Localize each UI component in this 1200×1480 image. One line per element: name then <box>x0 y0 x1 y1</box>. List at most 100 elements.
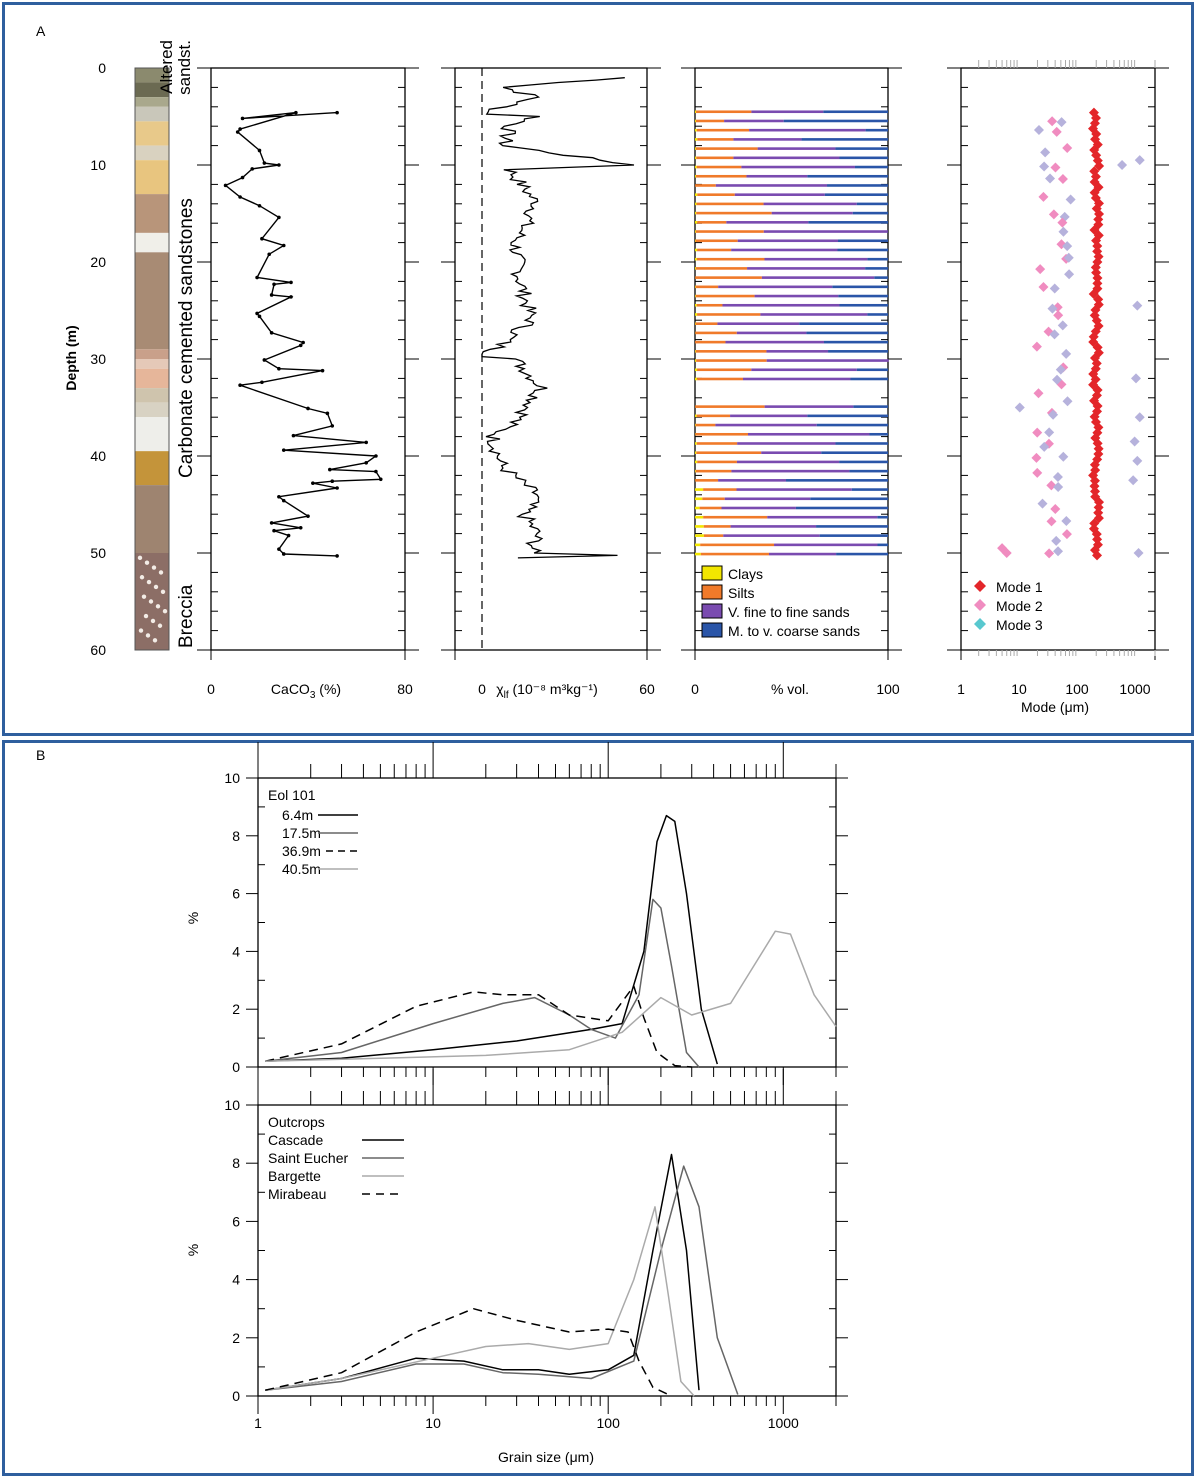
legend-swatch-vfine <box>701 603 723 619</box>
caco3-point <box>262 161 267 165</box>
mode2-point <box>1061 516 1072 527</box>
mode2-point <box>1051 535 1062 546</box>
mode1-point <box>1092 240 1103 251</box>
caco3-xlabel-main: CaCO <box>271 681 310 697</box>
psd-bar-seg-1 <box>696 303 723 307</box>
mode2-point <box>1046 480 1057 491</box>
caco3-point <box>255 311 259 316</box>
litho-band-3 <box>135 106 169 122</box>
eol-ylabel: % <box>185 912 201 924</box>
depth-tick-labels: 0 10 20 30 40 50 60 <box>90 60 106 658</box>
litho-band-5 <box>135 145 169 161</box>
psd-xtick-100: 100 <box>876 681 900 697</box>
mode1-point <box>1091 529 1102 540</box>
psd-bar-seg-2 <box>733 156 840 160</box>
psd-bar-seg-3 <box>856 202 888 206</box>
psd-bars <box>695 110 889 556</box>
caco3-point <box>281 448 286 452</box>
psd-bar-seg-3 <box>852 211 888 215</box>
psd-bar-seg-0 <box>695 267 696 270</box>
psd-bar-seg-3 <box>867 257 888 261</box>
grain-xtick-10: 10 <box>425 1415 441 1431</box>
mode2-point <box>1049 329 1060 340</box>
label-breccia: Breccia <box>176 584 197 648</box>
eol-ytick-label-10: 10 <box>224 770 240 786</box>
caco3-point <box>267 252 272 257</box>
mode1-point <box>1092 278 1103 289</box>
psd-bar-seg-3 <box>807 174 888 178</box>
psd-bar-seg-3 <box>835 147 888 150</box>
litho-band-2 <box>135 97 169 107</box>
caco3-point <box>223 183 228 188</box>
breccia-clast-12 <box>143 613 149 619</box>
caco3-xtick-80: 80 <box>397 681 413 697</box>
eol-legend-40-5m: 40.5m <box>282 861 321 877</box>
mode2-point <box>1050 162 1061 173</box>
caco3-point <box>281 552 286 556</box>
psd-bar-seg-0 <box>695 174 697 178</box>
psd-bar-seg-2 <box>723 534 820 537</box>
psd-bar-seg-1 <box>696 257 765 261</box>
caco3-point <box>238 195 242 199</box>
mode1-point <box>1094 160 1105 171</box>
chi-line <box>481 77 635 559</box>
breccia-clast-17 <box>152 638 158 643</box>
psd-bar-seg-1 <box>695 469 732 473</box>
legend-marker-mode2 <box>974 599 986 611</box>
caco3-point <box>250 167 255 171</box>
psd-bar-seg-2 <box>774 543 878 547</box>
psd-bar-seg-1 <box>696 110 752 114</box>
mode2-point <box>1048 409 1059 420</box>
caco3-points <box>223 110 383 558</box>
psd-bar-seg-0 <box>695 414 697 418</box>
mode2-point <box>1033 124 1044 135</box>
caco3-point <box>260 236 264 241</box>
psd-bar-seg-2 <box>741 165 855 169</box>
psd-bar-seg-3 <box>865 128 888 132</box>
psd-bar-seg-3 <box>856 368 888 372</box>
outcrop-frame <box>257 1104 837 1397</box>
psd-bar-seg-1 <box>695 276 762 279</box>
psd-bar-seg-2 <box>763 230 888 233</box>
mode2-point <box>1058 451 1069 462</box>
mode1-point <box>1090 486 1101 497</box>
mode2-point <box>1048 209 1059 220</box>
legend-mcoarse: M. to v. coarse sands <box>728 623 860 639</box>
mode-legend: Mode 1 Mode 2 Mode 3 <box>974 579 1043 633</box>
breccia-clast-5 <box>146 579 152 585</box>
mode2-point <box>1044 427 1055 438</box>
litho-band-17 <box>135 485 169 553</box>
psd-bar-seg-1 <box>695 294 755 298</box>
psd-bar-seg-3 <box>838 239 888 243</box>
caco3-point <box>289 295 293 299</box>
panel-label-b: B <box>36 747 45 763</box>
caco3-point <box>291 433 296 438</box>
mode2-point <box>1045 173 1056 184</box>
caco3-point <box>281 498 286 503</box>
legend-marker-mode3 <box>974 618 986 630</box>
grain-xtick-1: 1 <box>254 1415 262 1431</box>
psd-bar-seg-0 <box>695 423 696 427</box>
psd-bar-seg-2 <box>761 451 822 455</box>
mode-xtick-10: 10 <box>1011 681 1027 697</box>
psd-bar-seg-2 <box>715 184 828 187</box>
litho-band-11 <box>135 359 169 369</box>
mode-outlier-point <box>1134 412 1145 423</box>
psd-bar-seg-0 <box>695 257 697 261</box>
psd-bar-seg-2 <box>766 359 889 362</box>
psd-bar-seg-0 <box>695 294 696 298</box>
mode1-point <box>1093 443 1104 454</box>
outcrop-series-saint-eucher <box>265 1165 739 1395</box>
mode-outlier-point <box>1130 373 1141 384</box>
caco3-point <box>306 406 310 411</box>
caco3-point <box>257 203 262 208</box>
mode1-point <box>1092 273 1103 284</box>
caco3-point <box>298 343 303 348</box>
psd-bar-seg-1 <box>697 221 727 224</box>
mode2-point <box>1033 388 1044 399</box>
litho-band-4 <box>135 121 169 146</box>
litho-band-1 <box>135 82 169 98</box>
psd-bar-seg-1 <box>699 506 722 510</box>
psd-bar-seg-3 <box>869 432 888 436</box>
depth-tick-60: 60 <box>90 642 106 658</box>
